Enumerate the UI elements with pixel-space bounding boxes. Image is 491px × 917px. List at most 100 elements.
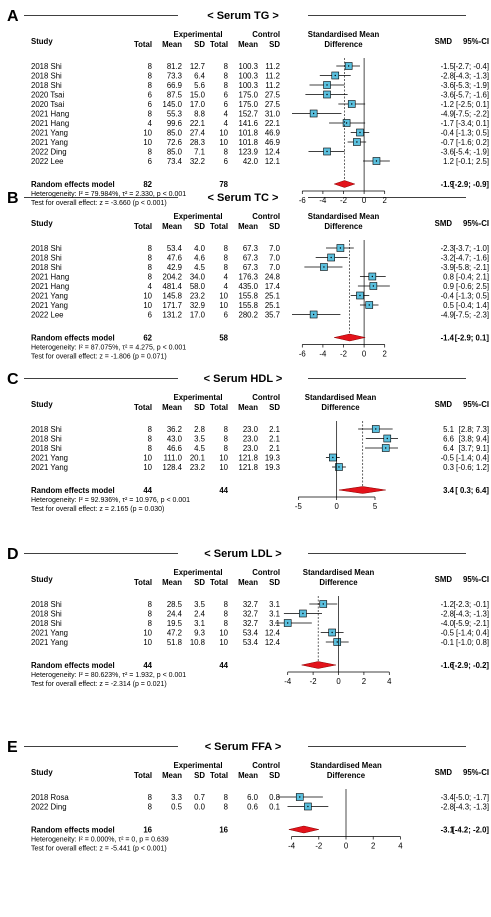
pooled-label: Random effects model <box>31 180 115 189</box>
exp-total: 10 <box>143 129 152 138</box>
header-smd-line1: Standardised Mean <box>308 30 380 39</box>
heterogeneity-stats: Heterogeneity: I² = 87.075%, τ² = 4.275,… <box>31 345 186 352</box>
panel-c: C < Serum HDL > Experimental Control Study To… <box>7 371 489 513</box>
exp-sd: 3.1 <box>194 619 205 628</box>
exp-mean: 42.9 <box>167 263 182 272</box>
study-row: 2022 Ding 8 0.5 0.0 8 0.6 0.1 -2.8 [-4.3; -1.3] <box>31 803 489 812</box>
header-experimental: Experimental <box>174 568 223 577</box>
exp-sd: 22.1 <box>190 119 205 128</box>
study-row: 2020 Tsai 6 145.0 17.0 6 175.0 27.5 -1.2 [-2.5; … <box>31 100 489 109</box>
study-name: 2018 Shi <box>31 263 62 272</box>
exp-sd: 6.4 <box>194 72 206 81</box>
header-total-exp: Total <box>134 771 152 780</box>
x-tick-label: -4 <box>284 677 292 686</box>
smd-value: -3.2 <box>441 254 454 263</box>
exp-total: 10 <box>143 301 152 310</box>
study-row: 2018 Shi 8 66.9 5.6 8 100.3 11.2 -3.6 [-5.3; -1.… <box>31 81 489 90</box>
header-mean-ctrl: Mean <box>238 771 258 780</box>
header-total-ctrl: Total <box>210 222 228 231</box>
ctrl-sd: 12.4 <box>265 638 281 647</box>
ci-value: [-4.3; -1.3] <box>453 803 489 812</box>
header-sd-exp: SD <box>194 578 205 587</box>
header-sd-ctrl: SD <box>269 40 280 49</box>
x-tick-label: -6 <box>299 350 306 359</box>
smd-value: 1.2 <box>443 157 454 166</box>
smd-value: -1.2 <box>441 600 454 609</box>
ctrl-mean: 155.8 <box>238 301 258 310</box>
pooled-label: Random effects model <box>31 486 115 495</box>
ci-value: [-3.4; 0.1] <box>456 119 489 128</box>
ctrl-mean: 23.0 <box>243 425 259 434</box>
exp-sd: 7.1 <box>194 148 205 157</box>
header-ci: 95%-CI <box>463 219 489 228</box>
x-tick-label: 0 <box>362 350 367 359</box>
exp-mean: 53.4 <box>167 244 183 253</box>
ctrl-mean: 155.8 <box>238 292 258 301</box>
x-tick-label: 0 <box>344 842 349 851</box>
ctrl-mean: 101.8 <box>238 129 258 138</box>
exp-mean: 131.2 <box>162 311 182 320</box>
ci-value: [-0.4; 2.1] <box>456 273 489 282</box>
ctrl-sd: 2.1 <box>269 435 280 444</box>
exp-mean: 66.9 <box>167 81 182 90</box>
ctrl-total: 6 <box>224 157 228 166</box>
ctrl-sd: 12.4 <box>265 629 281 638</box>
ctrl-total: 6 <box>224 311 228 320</box>
ctrl-mean: 32.7 <box>243 600 258 609</box>
smd-value: -0.5 <box>441 629 455 638</box>
header-control: Control <box>252 568 280 577</box>
ci-value: [-2.3; -0.1] <box>453 600 489 609</box>
study-name: 2021 Yang <box>31 292 68 301</box>
study-row: 2021 Yang 10 171.7 32.9 10 155.8 25.1 0.5 [-0.4;… <box>31 301 489 310</box>
exp-total: 6 <box>148 91 152 100</box>
exp-total: 8 <box>148 81 152 90</box>
header-study: Study <box>31 219 53 228</box>
smd-value: -0.5 <box>441 454 455 463</box>
overall-effect-test: Test for overall effect: z = -1.806 (p =… <box>31 354 167 361</box>
header-total-ctrl: Total <box>210 40 228 49</box>
exp-mean: 28.5 <box>167 600 183 609</box>
ctrl-sd: 46.9 <box>265 129 280 138</box>
ci-value: [-5.7; -1.6] <box>453 91 489 100</box>
study-name: 2020 Tsai <box>31 100 65 109</box>
header-control: Control <box>252 761 280 770</box>
ctrl-total: 10 <box>219 292 228 301</box>
study-row: 2021 Yang 10 47.2 9.3 10 53.4 12.4 -0.5 [-1.4; 0… <box>31 629 489 638</box>
study-point <box>375 160 378 162</box>
smd-value: -3.6 <box>441 91 454 100</box>
ctrl-sd: 35.7 <box>265 311 280 320</box>
study-name: 2022 Ding <box>31 803 67 812</box>
ctrl-mean: 0.6 <box>247 803 258 812</box>
exp-total: 8 <box>148 263 152 272</box>
exp-sd: 32.2 <box>190 157 205 166</box>
ctrl-sd: 11.2 <box>265 72 280 81</box>
study-name: 2021 Yang <box>31 138 68 147</box>
pooled-smd: 3.4 <box>443 486 455 495</box>
ctrl-total: 10 <box>219 301 228 310</box>
smd-value: -2.8 <box>441 803 454 812</box>
exp-mean: 47.6 <box>167 254 182 263</box>
ctrl-sd: 22.1 <box>265 119 280 128</box>
ctrl-mean: 53.4 <box>243 638 259 647</box>
study-row: 2018 Shi 8 42.9 4.5 8 67.3 7.0 -3.9 [-5.8; -2.1] <box>31 263 489 272</box>
ctrl-sd: 11.2 <box>265 62 280 71</box>
study-point <box>287 622 289 624</box>
pooled-ci: [-2.9; -0.2] <box>452 661 489 670</box>
header-smd-line2: Difference <box>324 40 363 49</box>
header-smd-line2: Difference <box>324 222 363 231</box>
exp-sd: 3.5 <box>194 435 206 444</box>
smd-value: -4.9 <box>441 110 454 119</box>
study-name: 2021 Hang <box>31 110 69 119</box>
exp-total: 6 <box>148 100 152 109</box>
exp-total: 8 <box>148 610 152 619</box>
exp-mean: 43.0 <box>167 435 183 444</box>
pooled-exp-total: 44 <box>143 661 152 670</box>
smd-value: 6.4 <box>443 444 455 453</box>
study-point <box>345 122 348 124</box>
header-study: Study <box>31 575 53 584</box>
heterogeneity-stats: Heterogeneity: I² = 80.623%, τ² = 1.932,… <box>31 672 186 679</box>
exp-mean: 111.0 <box>164 454 183 463</box>
header-mean-exp: Mean <box>162 578 182 587</box>
ctrl-total: 8 <box>224 600 228 609</box>
exp-mean: 55.3 <box>167 110 182 119</box>
